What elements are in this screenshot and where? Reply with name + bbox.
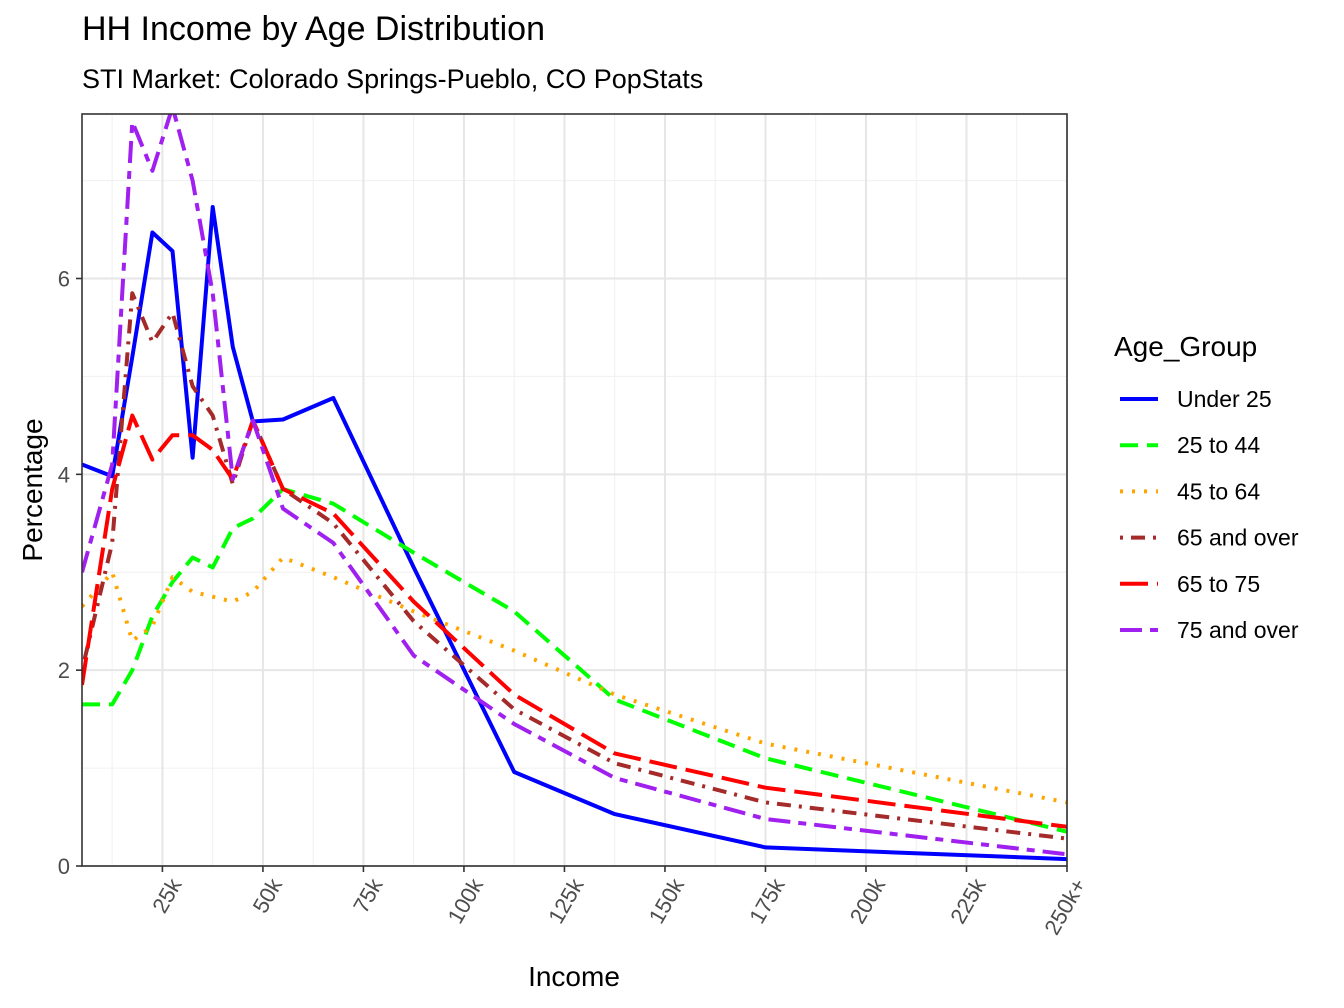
legend-label: 25 to 44 <box>1177 432 1260 458</box>
chart-title: HH Income by Age Distribution <box>82 10 545 48</box>
x-tick-label: 50k <box>248 873 288 917</box>
chart-subtitle: STI Market: Colorado Springs-Pueblo, CO … <box>82 64 704 94</box>
legend-title: Age_Group <box>1114 331 1257 362</box>
y-axis-title: Percentage <box>17 418 48 561</box>
y-tick-label: 6 <box>58 267 70 292</box>
series-line-under-25 <box>82 205 1067 862</box>
x-tick-label: 150k <box>644 873 690 928</box>
x-tick-label: 200k <box>845 873 891 928</box>
legend-label: Under 25 <box>1177 386 1272 412</box>
grid-layer <box>82 114 1068 867</box>
panel-background <box>82 114 1067 866</box>
x-tick-label: 125k <box>543 873 589 928</box>
y-tick-label: 4 <box>58 462 70 487</box>
x-tick-label: 25k <box>147 873 187 917</box>
series-line-65-and-over <box>82 291 1067 841</box>
legend-label: 75 and over <box>1177 617 1299 643</box>
legend: Age_Group Under 25 25 to 44 45 to 64 65 and… <box>1114 331 1299 643</box>
legend-label: 45 to 64 <box>1177 478 1260 504</box>
x-tick-label: 75k <box>348 873 388 917</box>
series-line-25-to-44 <box>82 487 1067 834</box>
x-tick-label: 175k <box>744 873 790 928</box>
panel-border <box>81 113 1068 867</box>
x-axis-title: Income <box>528 961 620 992</box>
x-tick-label: 250k+ <box>1039 874 1091 939</box>
x-tick-label: 225k <box>945 873 991 928</box>
plot-layer <box>82 114 1067 862</box>
y-tick-label: 0 <box>58 854 70 879</box>
series-line-75-and-over <box>82 114 1067 857</box>
legend-label: 65 and over <box>1177 525 1299 551</box>
legend-label: 65 to 75 <box>1177 571 1260 597</box>
x-tick-label: 100k <box>443 873 489 928</box>
y-tick-label: 2 <box>58 658 70 683</box>
